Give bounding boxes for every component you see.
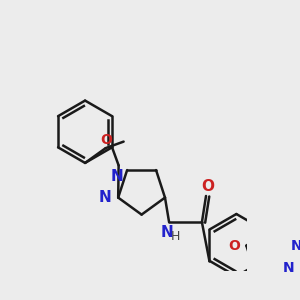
Text: N: N [290,239,300,253]
Text: O: O [100,133,112,146]
Text: N: N [283,261,295,275]
Text: N: N [111,169,123,184]
Text: O: O [201,178,214,194]
Text: N: N [160,225,173,240]
Text: N: N [99,190,112,205]
Text: H: H [171,230,180,243]
Text: O: O [228,239,240,253]
